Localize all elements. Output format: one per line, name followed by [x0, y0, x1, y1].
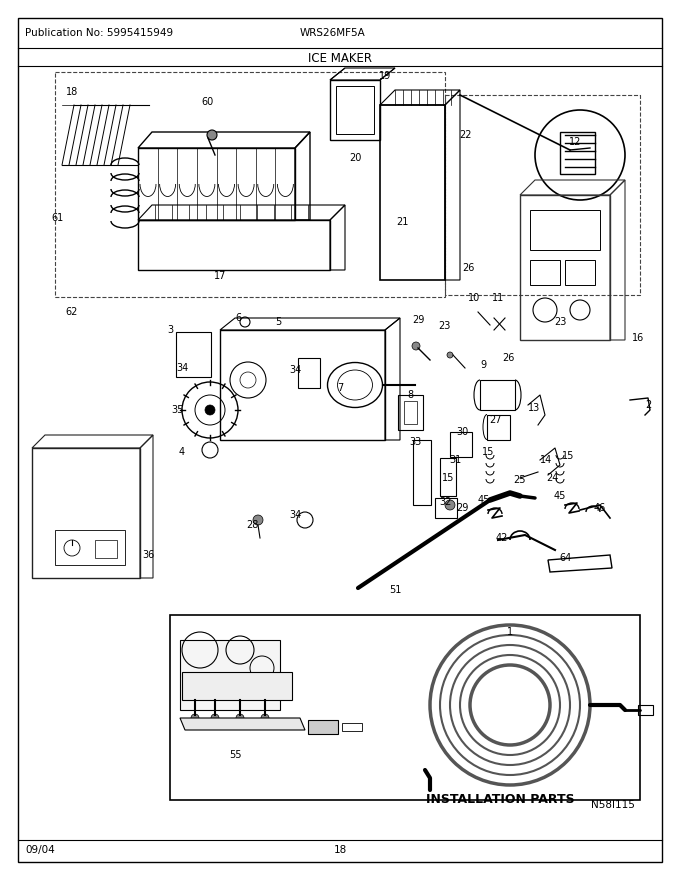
- Text: 15: 15: [562, 451, 574, 461]
- Text: 2: 2: [645, 400, 651, 410]
- Text: 10: 10: [468, 293, 480, 303]
- Text: 35: 35: [171, 405, 183, 415]
- Text: 09/04: 09/04: [25, 845, 55, 855]
- Text: 33: 33: [409, 437, 421, 447]
- Text: 46: 46: [594, 503, 606, 513]
- Text: 45: 45: [478, 495, 490, 505]
- Text: 34: 34: [176, 363, 188, 373]
- Text: 29: 29: [412, 315, 424, 325]
- Text: 5: 5: [275, 317, 281, 327]
- Circle shape: [412, 342, 420, 350]
- Text: 64: 64: [559, 553, 571, 563]
- Bar: [170, 615, 640, 800]
- Text: 18: 18: [333, 845, 347, 855]
- Text: 34: 34: [289, 365, 301, 375]
- Text: 11: 11: [492, 293, 504, 303]
- Text: 61: 61: [52, 213, 64, 223]
- Text: N58I115: N58I115: [591, 800, 635, 810]
- Text: 32: 32: [439, 497, 452, 507]
- Text: 36: 36: [142, 550, 154, 560]
- Circle shape: [207, 130, 217, 140]
- Circle shape: [261, 714, 269, 722]
- Bar: [342, 723, 362, 731]
- Bar: [404, 401, 417, 424]
- Text: 26: 26: [502, 353, 514, 363]
- Text: 14: 14: [540, 455, 552, 465]
- Text: 45: 45: [554, 491, 566, 501]
- Bar: [638, 705, 653, 715]
- Bar: [530, 210, 600, 250]
- Circle shape: [191, 714, 199, 722]
- Bar: [308, 720, 338, 734]
- Text: 28: 28: [245, 520, 258, 530]
- Text: WRS26MF5A: WRS26MF5A: [300, 28, 366, 38]
- Text: 9: 9: [480, 360, 486, 370]
- Text: 3: 3: [167, 325, 173, 335]
- Circle shape: [205, 405, 215, 415]
- Text: 21: 21: [396, 217, 408, 227]
- Text: 23: 23: [438, 321, 450, 331]
- Bar: [398, 395, 423, 430]
- Bar: [413, 440, 431, 505]
- Circle shape: [447, 352, 453, 358]
- Bar: [560, 132, 595, 174]
- Text: 25: 25: [514, 475, 526, 485]
- Text: 1: 1: [507, 627, 513, 637]
- Text: 29: 29: [456, 503, 469, 513]
- Text: 55: 55: [228, 750, 241, 760]
- Text: 24: 24: [546, 473, 558, 483]
- Text: 62: 62: [66, 307, 78, 317]
- Circle shape: [211, 714, 219, 722]
- Text: INSTALLATION PARTS: INSTALLATION PARTS: [426, 793, 575, 806]
- Text: 15: 15: [482, 447, 494, 457]
- Text: 30: 30: [456, 427, 468, 437]
- Text: 26: 26: [462, 263, 474, 273]
- Bar: [530, 260, 560, 285]
- Text: 18: 18: [66, 87, 78, 97]
- Bar: [445, 95, 640, 295]
- Text: 31: 31: [449, 455, 461, 465]
- Bar: [565, 260, 595, 285]
- Text: 60: 60: [201, 97, 213, 107]
- Text: 17: 17: [214, 271, 226, 281]
- Bar: [55, 530, 125, 565]
- Text: 51: 51: [389, 585, 401, 595]
- Bar: [336, 86, 374, 134]
- Text: ICE MAKER: ICE MAKER: [308, 52, 372, 65]
- Text: 20: 20: [349, 153, 361, 163]
- Text: 13: 13: [528, 403, 540, 413]
- Text: 34: 34: [289, 510, 301, 520]
- Text: 19: 19: [379, 71, 391, 81]
- Text: 7: 7: [337, 383, 343, 393]
- Text: 12: 12: [568, 137, 581, 147]
- Text: 22: 22: [459, 130, 471, 140]
- Text: 27: 27: [489, 415, 501, 425]
- Circle shape: [445, 500, 455, 510]
- Bar: [435, 498, 457, 518]
- Bar: [298, 358, 320, 388]
- Text: 15: 15: [442, 473, 454, 483]
- Text: 6: 6: [235, 313, 241, 323]
- Text: 42: 42: [496, 533, 508, 543]
- Text: 23: 23: [554, 317, 566, 327]
- Bar: [440, 458, 456, 496]
- Text: Publication No: 5995415949: Publication No: 5995415949: [25, 28, 173, 38]
- Bar: [176, 332, 211, 377]
- Bar: [182, 672, 292, 700]
- Bar: [95, 540, 117, 558]
- Circle shape: [253, 515, 263, 525]
- Bar: [450, 432, 472, 457]
- Text: 8: 8: [407, 390, 413, 400]
- Bar: [55, 72, 445, 297]
- Text: 16: 16: [632, 333, 644, 343]
- Circle shape: [236, 714, 244, 722]
- Bar: [180, 640, 280, 710]
- Text: 4: 4: [179, 447, 185, 457]
- Polygon shape: [180, 718, 305, 730]
